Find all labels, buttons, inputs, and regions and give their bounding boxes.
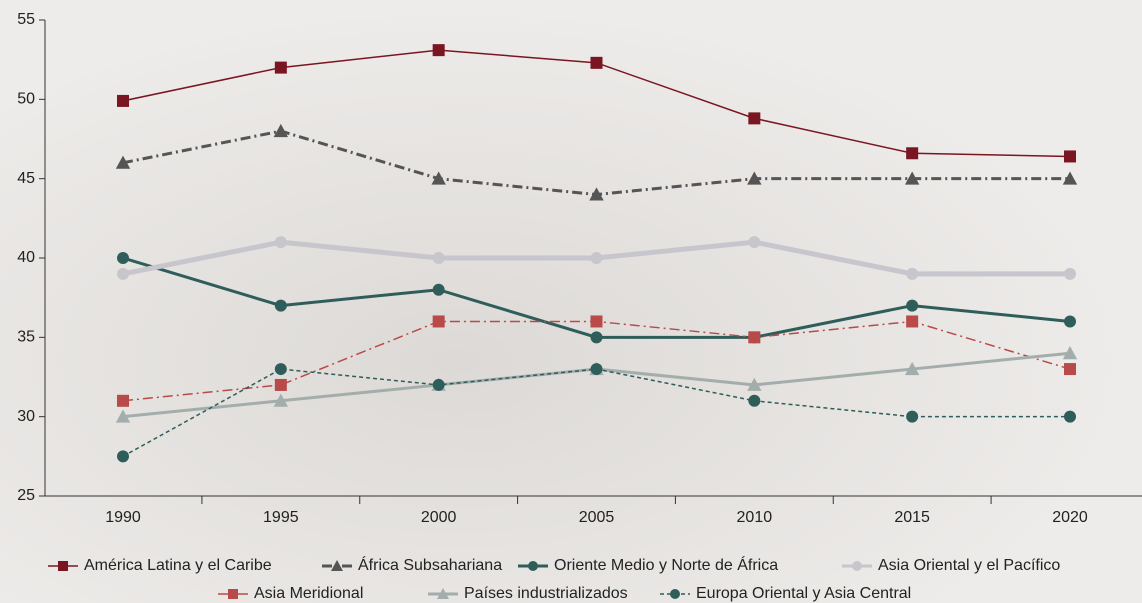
legend-marker	[228, 589, 238, 599]
x-tick-label: 1995	[263, 509, 299, 526]
point	[1064, 150, 1076, 163]
point	[431, 171, 446, 185]
series-line	[122, 368, 1070, 457]
legend-label: Asia Oriental y el Pacífico	[878, 557, 1060, 574]
point	[117, 252, 129, 264]
point	[748, 112, 761, 125]
x-tick-label: 2010	[737, 509, 773, 526]
point	[273, 123, 289, 138]
point	[117, 394, 129, 407]
y-tick-label: 35	[17, 329, 35, 346]
point	[590, 315, 603, 328]
x-tick-label: 2000	[421, 509, 457, 526]
legend-label: Asia Meridional	[254, 585, 363, 602]
point	[906, 299, 919, 312]
y-tick-label: 25	[17, 487, 35, 504]
legend-marker	[58, 561, 68, 571]
point	[432, 44, 445, 57]
point	[117, 267, 129, 280]
point	[1064, 363, 1076, 376]
y-tick-label: 50	[17, 91, 35, 108]
point	[904, 171, 920, 185]
series-line	[122, 129, 1070, 197]
point	[117, 94, 129, 107]
point	[115, 155, 131, 169]
point	[274, 61, 287, 74]
point	[1062, 171, 1078, 185]
point	[590, 363, 603, 376]
legend-label: América Latina y el Caribe	[84, 557, 272, 574]
point	[274, 378, 287, 391]
x-tick-label: 2015	[894, 509, 930, 526]
x-tick-label: 1990	[105, 509, 141, 526]
point	[1062, 346, 1078, 360]
point	[432, 283, 445, 296]
point	[590, 331, 603, 344]
y-tick-label: 55	[17, 11, 35, 28]
legend-marker	[331, 560, 343, 571]
point	[906, 147, 919, 160]
point	[432, 378, 445, 391]
point	[432, 252, 445, 264]
legend-marker	[528, 561, 538, 571]
legend-label: Países industrializados	[464, 585, 628, 602]
y-tick-label: 40	[17, 249, 35, 266]
point	[906, 410, 919, 423]
point	[748, 331, 761, 344]
point	[274, 299, 287, 312]
point	[748, 236, 761, 249]
point	[117, 450, 129, 463]
point	[906, 315, 919, 328]
x-tick-label: 2020	[1052, 509, 1088, 526]
point	[115, 409, 131, 423]
point	[748, 394, 761, 407]
point	[1064, 267, 1076, 280]
point	[590, 252, 603, 264]
legend-label: Europa Oriental y Asia Central	[696, 585, 911, 602]
legend-label: África Subsahariana	[358, 555, 502, 574]
point	[1064, 315, 1076, 328]
x-tick-label: 2005	[579, 509, 615, 526]
legend-marker	[670, 589, 680, 599]
point	[432, 315, 445, 328]
legend-marker	[437, 588, 449, 599]
point	[747, 171, 762, 185]
point	[273, 393, 289, 407]
legend-label: Oriente Medio y Norte de África	[554, 555, 778, 574]
point	[747, 377, 762, 391]
point	[906, 267, 919, 280]
point	[1064, 410, 1076, 423]
y-tick-label: 30	[17, 408, 35, 425]
point	[904, 361, 920, 376]
point	[590, 56, 603, 69]
y-tick-label: 45	[17, 170, 35, 187]
point	[589, 187, 604, 201]
legend-marker	[852, 561, 862, 571]
point	[274, 236, 287, 249]
point	[274, 363, 287, 376]
